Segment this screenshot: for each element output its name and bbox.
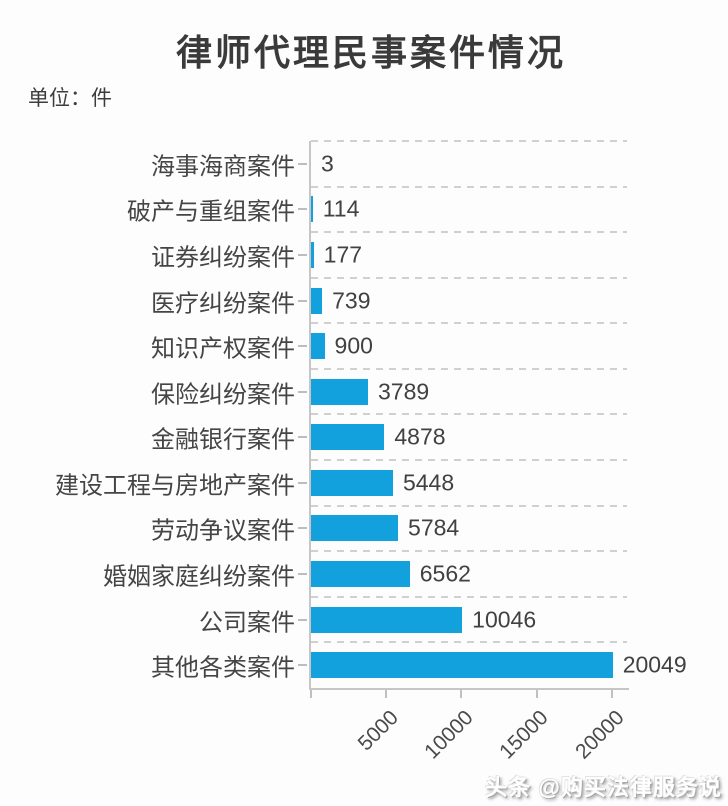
category-label: 证券纠纷案件	[151, 244, 295, 272]
value-label: 177	[323, 241, 363, 268]
value-label: 3	[321, 150, 334, 177]
bar-row: 保险纠纷案件 3789	[151, 367, 627, 415]
bar-row: 公司案件 10046	[199, 595, 627, 643]
y-axis-line	[309, 141, 311, 690]
bar-row: 金融银行案件 4878	[151, 413, 627, 460]
gridline	[311, 504, 627, 507]
bar	[311, 378, 369, 405]
bar-row: 建设工程与房地产案件 5448	[55, 459, 627, 506]
bar	[311, 424, 385, 451]
category-label: 婚姻家庭纠纷案件	[103, 563, 295, 591]
bar-row: 知识产权案件 900	[151, 322, 627, 369]
bar	[311, 196, 313, 223]
category-tick-mark	[298, 208, 307, 211]
gridline	[311, 185, 627, 188]
category-label: 知识产权案件	[151, 335, 295, 363]
category-label: 劳动争议案件	[151, 517, 295, 545]
gridline	[311, 550, 627, 553]
category-tick-mark	[298, 436, 307, 439]
x-axis-tick	[385, 690, 388, 698]
category-tick-mark	[298, 572, 307, 575]
category-tick-mark	[298, 299, 307, 302]
x-axis-tick-label: 15000	[495, 706, 553, 764]
gridline	[311, 595, 627, 598]
value-label: 5448	[402, 469, 455, 496]
category-tick-mark	[298, 390, 307, 393]
gridline	[311, 140, 627, 142]
category-label: 公司案件	[199, 609, 295, 637]
x-axis-tick	[460, 690, 463, 698]
x-axis-tick	[535, 690, 538, 698]
bar-row: 证券纠纷案件 177	[151, 231, 627, 278]
category-label: 建设工程与房地产案件	[55, 472, 295, 500]
bar-row: 破产与重组案件 114	[127, 185, 627, 233]
gridline	[311, 276, 627, 279]
bar	[311, 515, 399, 542]
category-tick-mark	[298, 345, 307, 348]
gridline	[311, 641, 627, 644]
bar-rows: 海事海商案件 3 破产与重组案件 114 证券纠纷案件 177 医疗纠纷案件 739 知识产权案…	[55, 140, 687, 688]
category-tick-mark	[298, 481, 307, 484]
category-tick-mark	[298, 527, 307, 530]
category-label: 海事海商案件	[151, 153, 295, 181]
category-label: 金融银行案件	[151, 426, 295, 454]
bar-row: 婚姻家庭纠纷案件 6562	[103, 550, 627, 597]
gridline	[311, 459, 627, 462]
bar-row: 海事海商案件 3	[151, 140, 627, 187]
unit-label: 单位：件	[28, 87, 112, 110]
category-label: 保险纠纷案件	[151, 381, 295, 409]
value-label: 739	[332, 287, 371, 314]
bar	[311, 652, 613, 679]
bar	[311, 287, 323, 314]
category-label: 医疗纠纷案件	[151, 290, 295, 318]
gridline	[311, 231, 627, 234]
bar	[311, 560, 410, 587]
value-label: 10046	[472, 606, 537, 633]
x-axis-tick	[310, 690, 312, 698]
value-label: 20049	[622, 651, 687, 678]
category-tick-mark	[298, 162, 307, 165]
bar-row: 其他各类案件 20049	[151, 641, 687, 688]
x-axis-tick	[610, 690, 613, 698]
bar	[311, 469, 393, 496]
value-label: 3789	[378, 378, 430, 405]
value-label: 114	[322, 195, 360, 222]
category-tick-mark	[298, 618, 307, 621]
value-label: 6562	[419, 560, 471, 587]
bar-row: 劳动争议案件 5784	[151, 504, 627, 552]
category-label: 破产与重组案件	[127, 198, 295, 226]
gridline	[311, 413, 627, 416]
category-tick-mark	[298, 664, 307, 667]
category-tick-mark	[298, 253, 307, 256]
x-axis-line	[309, 688, 629, 690]
chart-title: 律师代理民事案件情况	[175, 32, 566, 73]
bar-row: 医疗纠纷案件 739	[151, 276, 627, 324]
value-label: 5784	[408, 514, 460, 541]
bar	[311, 333, 325, 360]
value-label: 4878	[394, 423, 446, 450]
gridline	[311, 367, 627, 370]
x-axis-tick-label: 10000	[420, 706, 478, 764]
category-label: 其他各类案件	[151, 654, 295, 682]
value-label: 900	[334, 332, 373, 359]
bar	[311, 241, 314, 268]
watermark-text: 头条 @购买法律服务说	[485, 775, 722, 800]
gridline	[311, 322, 627, 325]
x-axis-tick-label: 20000	[570, 706, 629, 764]
bar	[311, 606, 463, 633]
x-axis-tick-label: 5000	[353, 706, 403, 756]
